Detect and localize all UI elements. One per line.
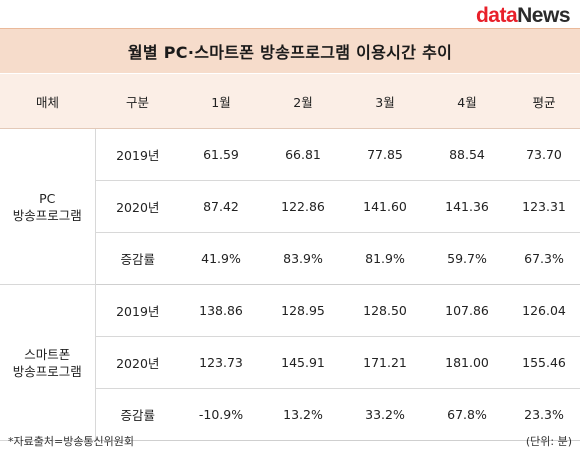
- header-apr: 4월: [426, 74, 508, 129]
- table-cell: 138.86: [180, 284, 262, 337]
- media-label-line2: 방송프로그램: [12, 363, 82, 379]
- table-cell: 122.86: [262, 180, 344, 233]
- table-cell: 33.2%: [344, 388, 426, 441]
- table-cell: 77.85: [344, 128, 426, 181]
- table-cell: 88.54: [426, 128, 508, 181]
- table-cell: 66.81: [262, 128, 344, 181]
- table-cell: 81.9%: [344, 232, 426, 285]
- row-label: 증감률: [95, 388, 180, 441]
- table-cell: 155.46: [508, 336, 580, 389]
- source-note: *자료출처=방송통신위원회: [8, 435, 135, 448]
- table-cell: 61.59: [180, 128, 262, 181]
- usage-time-table: 매체 구분 1월 2월 3월 4월 평균 PC 방송프로그램 2019년 61.…: [0, 74, 580, 441]
- table-row: PC 방송프로그램 2019년 61.59 66.81 77.85 88.54 …: [0, 128, 580, 285]
- table-title: 월별 PC·스마트폰 방송프로그램 이용시간 추이: [127, 43, 453, 62]
- table-cell: 123.31: [508, 180, 580, 233]
- header-mar: 3월: [344, 74, 426, 129]
- header-feb: 2월: [262, 74, 344, 129]
- table-cell: 126.04: [508, 284, 580, 337]
- table-cell: 59.7%: [426, 232, 508, 285]
- table-cell: 41.9%: [180, 232, 262, 285]
- table-cell: 73.70: [508, 128, 580, 181]
- media-label-line1: 스마트폰: [24, 346, 71, 362]
- media-label-line1: PC: [39, 190, 56, 206]
- table-cell: -10.9%: [180, 388, 262, 441]
- header-jan: 1월: [180, 74, 262, 129]
- table-cell: 181.00: [426, 336, 508, 389]
- table-row: 증감률 41.9% 83.9% 81.9% 59.7% 67.3%: [0, 232, 580, 285]
- header-media: 매체: [0, 74, 95, 129]
- row-label: 증감률: [95, 232, 180, 285]
- datanews-logo: dataNews: [475, 4, 571, 27]
- header-row: 매체 구분 1월 2월 3월 4월 평균: [0, 74, 580, 129]
- media-label-line2: 방송프로그램: [12, 207, 82, 223]
- table-cell: 128.50: [344, 284, 426, 337]
- header-category: 구분: [95, 74, 180, 129]
- media-cell-smartphone: 스마트폰 방송프로그램: [0, 284, 96, 441]
- table-cell: 141.36: [426, 180, 508, 233]
- table-row: 2020년 87.42 122.86 141.60 141.36 123.31: [0, 180, 580, 233]
- table-cell: 13.2%: [262, 388, 344, 441]
- table-row: 스마트폰 방송프로그램 2019년 138.86 128.95 128.50 1…: [0, 284, 580, 441]
- row-label: 2019년: [95, 128, 180, 181]
- unit-note: (단위: 분): [525, 435, 572, 448]
- table-cell: 67.8%: [426, 388, 508, 441]
- row-label: 2019년: [95, 284, 180, 337]
- title-bar: 월별 PC·스마트폰 방송프로그램 이용시간 추이: [0, 28, 580, 73]
- logo-data-text: data: [475, 4, 518, 27]
- table-cell: 67.3%: [508, 232, 580, 285]
- table-cell: 123.73: [180, 336, 262, 389]
- table-cell: 83.9%: [262, 232, 344, 285]
- table-cell: 128.95: [262, 284, 344, 337]
- header-average: 평균: [508, 74, 580, 129]
- table-cell: 141.60: [344, 180, 426, 233]
- table-cell: 107.86: [426, 284, 508, 337]
- table-row: 2020년 123.73 145.91 171.21 181.00 155.46: [0, 336, 580, 389]
- table-row: 증감률 -10.9% 13.2% 33.2% 67.8% 23.3%: [0, 388, 580, 441]
- table-cell: 171.21: [344, 336, 426, 389]
- table-cell: 23.3%: [508, 388, 580, 441]
- row-label: 2020년: [95, 180, 180, 233]
- table-cell: 87.42: [180, 180, 262, 233]
- media-cell-pc: PC 방송프로그램: [0, 128, 96, 285]
- logo-news-text: News: [517, 4, 570, 27]
- table-cell: 145.91: [262, 336, 344, 389]
- row-label: 2020년: [95, 336, 180, 389]
